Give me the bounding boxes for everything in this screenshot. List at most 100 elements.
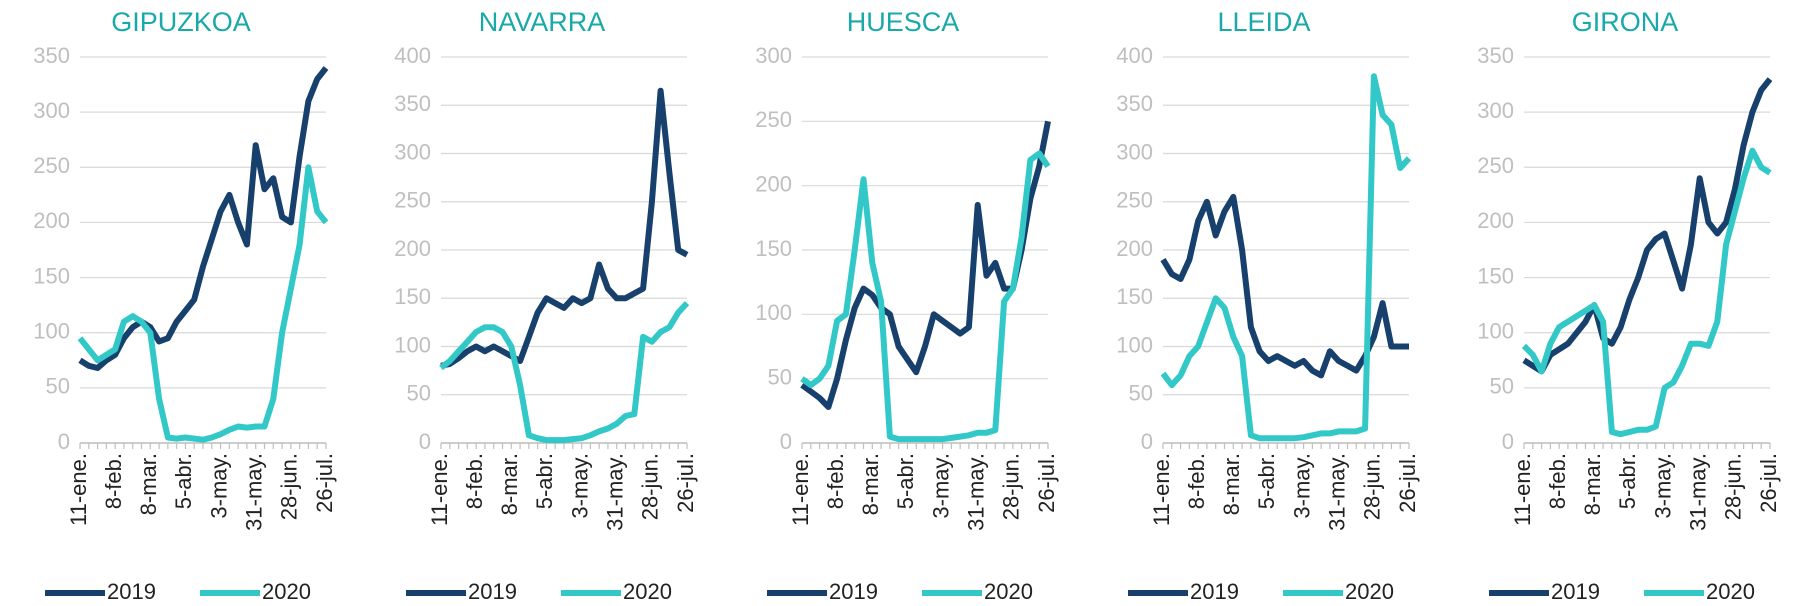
chart-panel: GIRONA 0 50 100 150 200 250 300 350 11-ene. 8-feb.… bbox=[1477, 7, 1781, 604]
series-line bbox=[800, 120, 1051, 410]
x-tick-label: 26-jul. bbox=[1756, 453, 1781, 513]
x-tick-label: 31-may. bbox=[1325, 453, 1350, 531]
y-tick-label: 400 bbox=[1116, 43, 1153, 68]
legend-label: 2020 bbox=[262, 579, 311, 604]
x-tick-label: 3-may. bbox=[1289, 453, 1314, 519]
x-tick-label: 5-abr. bbox=[171, 453, 196, 509]
legend-label: 2019 bbox=[1190, 579, 1239, 604]
y-tick-label: 250 bbox=[394, 188, 431, 213]
x-tick-label: 8-mar. bbox=[1580, 453, 1605, 515]
chart-title: NAVARRA bbox=[479, 7, 606, 37]
series-line bbox=[439, 301, 690, 444]
x-tick-label: 26-jul. bbox=[312, 453, 337, 513]
y-tick-label: 100 bbox=[1116, 332, 1153, 357]
y-tick-label: 50 bbox=[407, 381, 431, 406]
x-tick-label: 8-mar. bbox=[1219, 453, 1244, 515]
x-tick-label: 31-may. bbox=[603, 453, 628, 531]
y-tick-label: 200 bbox=[33, 208, 70, 233]
y-tick-label: 200 bbox=[394, 236, 431, 261]
y-tick-label: 100 bbox=[1477, 319, 1514, 344]
x-tick-label: 5-abr. bbox=[893, 453, 918, 509]
x-tick-label: 26-jul. bbox=[673, 453, 698, 513]
y-tick-label: 250 bbox=[33, 153, 70, 178]
chart-panel: GIPUZKOA 0 50 100 150 200 250 300 350 11-ene. 8-fe… bbox=[33, 7, 337, 604]
chart-panel: NAVARRA 0 50 100 150 200 250 300 350 400 11-ene. 8-… bbox=[394, 7, 698, 604]
x-tick-label: 28-jun. bbox=[1360, 453, 1385, 520]
x-tick-label: 5-abr. bbox=[1254, 453, 1279, 509]
y-tick-label: 250 bbox=[755, 107, 792, 132]
chart-title: GIRONA bbox=[1572, 7, 1679, 37]
x-tick-label: 28-jun. bbox=[638, 453, 663, 520]
legend-label: 2019 bbox=[107, 579, 156, 604]
y-tick-label: 0 bbox=[58, 429, 70, 454]
series-line bbox=[440, 87, 689, 369]
x-tick-label: 11-ene. bbox=[427, 453, 452, 526]
x-tick-label: 3-may. bbox=[567, 453, 592, 519]
y-tick-label: 300 bbox=[1477, 98, 1514, 123]
x-tick-label: 3-may. bbox=[1650, 453, 1675, 519]
y-tick-label: 250 bbox=[1116, 188, 1153, 213]
y-tick-label: 200 bbox=[1116, 236, 1153, 261]
x-tick-label: 8-mar. bbox=[136, 453, 161, 515]
series-line bbox=[1521, 147, 1772, 438]
series-line bbox=[78, 66, 329, 371]
legend-label: 2020 bbox=[623, 579, 672, 604]
y-tick-label: 300 bbox=[755, 43, 792, 68]
y-tick-label: 350 bbox=[1477, 43, 1514, 68]
x-tick-label: 31-may. bbox=[242, 453, 267, 531]
y-tick-label: 150 bbox=[1116, 284, 1153, 309]
x-tick-label: 8-mar. bbox=[497, 453, 522, 515]
y-tick-label: 50 bbox=[768, 364, 792, 389]
y-tick-label: 50 bbox=[1490, 374, 1514, 399]
x-tick-label: 26-jul. bbox=[1034, 453, 1059, 513]
legend-label: 2019 bbox=[468, 579, 517, 604]
x-tick-label: 3-may. bbox=[206, 453, 231, 519]
x-tick-label: 5-abr. bbox=[1615, 453, 1640, 509]
x-tick-label: 8-feb. bbox=[462, 453, 487, 509]
x-tick-label: 31-may. bbox=[964, 453, 989, 531]
y-tick-label: 400 bbox=[394, 43, 431, 68]
legend-label: 2020 bbox=[984, 579, 1033, 604]
y-tick-label: 100 bbox=[33, 319, 70, 344]
x-tick-label: 28-jun. bbox=[999, 453, 1024, 520]
y-tick-label: 100 bbox=[394, 332, 431, 357]
series-line bbox=[800, 150, 1051, 443]
x-tick-label: 8-feb. bbox=[823, 453, 848, 509]
x-tick-label: 28-jun. bbox=[1721, 453, 1746, 520]
y-tick-label: 250 bbox=[1477, 153, 1514, 178]
y-tick-label: 50 bbox=[1129, 381, 1153, 406]
x-tick-label: 26-jul. bbox=[1395, 453, 1420, 513]
x-tick-label: 11-ene. bbox=[66, 453, 91, 526]
y-tick-label: 0 bbox=[419, 429, 431, 454]
legend-label: 2020 bbox=[1706, 579, 1755, 604]
y-tick-label: 150 bbox=[33, 263, 70, 288]
chart-title: GIPUZKOA bbox=[111, 7, 251, 37]
y-tick-label: 350 bbox=[394, 91, 431, 116]
y-tick-label: 350 bbox=[33, 43, 70, 68]
x-tick-label: 31-may. bbox=[1686, 453, 1711, 531]
y-tick-label: 150 bbox=[755, 236, 792, 261]
x-tick-label: 5-abr. bbox=[532, 453, 557, 509]
x-tick-label: 11-ene. bbox=[1149, 453, 1174, 526]
series-line bbox=[1160, 73, 1412, 442]
x-tick-label: 11-ene. bbox=[788, 453, 813, 526]
chart-title: HUESCA bbox=[847, 7, 960, 37]
x-tick-label: 8-feb. bbox=[101, 453, 126, 509]
chart-panel: HUESCA 0 50 100 150 200 250 300 11-ene. 8-feb. 8-m… bbox=[755, 7, 1059, 604]
y-tick-label: 0 bbox=[1141, 429, 1153, 454]
y-tick-label: 150 bbox=[394, 284, 431, 309]
y-tick-label: 300 bbox=[394, 139, 431, 164]
x-tick-label: 3-may. bbox=[928, 453, 953, 519]
legend-label: 2019 bbox=[829, 579, 878, 604]
legend-label: 2020 bbox=[1345, 579, 1394, 604]
x-tick-label: 8-mar. bbox=[858, 453, 883, 515]
x-tick-label: 28-jun. bbox=[277, 453, 302, 520]
chart-panel: LLEIDA 0 50 100 150 200 250 300 350 400 11-ene. 8-f… bbox=[1116, 7, 1420, 604]
y-tick-label: 50 bbox=[46, 374, 70, 399]
series-line bbox=[77, 164, 329, 443]
y-tick-label: 350 bbox=[1116, 91, 1153, 116]
x-tick-label: 8-feb. bbox=[1184, 453, 1209, 509]
y-tick-label: 100 bbox=[755, 300, 792, 325]
x-tick-label: 8-feb. bbox=[1545, 453, 1570, 509]
